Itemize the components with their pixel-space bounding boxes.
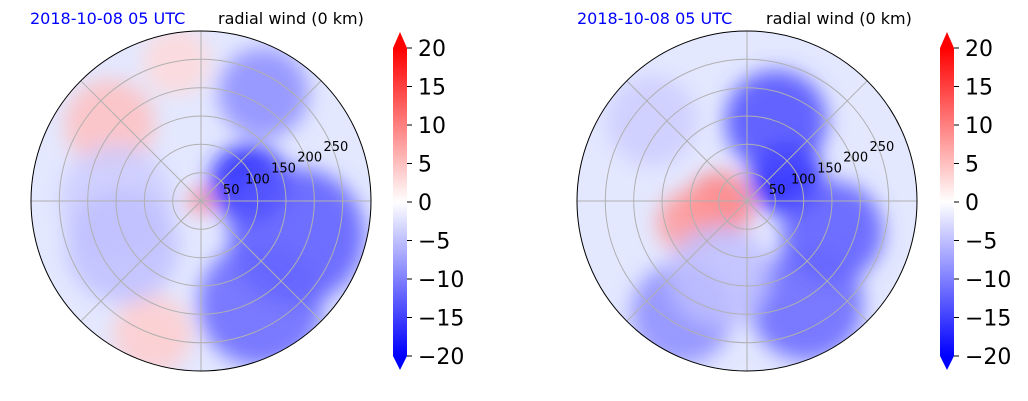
panel-1-radius-tick-200: 200 [297,151,322,166]
panel-2-radius-tick-200: 200 [843,151,868,166]
panel-2-colorbar-tick-label-2: 10 [965,114,993,139]
panel-2-date-label: 2018-10-08 05 UTC [577,9,732,28]
panel-1-spoke-45 [200,80,322,202]
panel-2-colorbar-tick-label-7: −15 [965,307,1011,332]
panel-1-colorbar-tick-label-6: −10 [418,268,464,293]
panel-2-field-region-6 [749,247,864,361]
panel-2-colorbar-tick-label-5: −5 [965,230,997,255]
panel-1-spoke-225 [80,200,202,322]
panel-1-colorbar-tick-label-3: 5 [418,153,432,178]
panel-1-colorbar: 20 15 10 5 0 −5 −10 −15 −20 [393,32,464,370]
panel-2-radius-tick-50: 50 [769,183,786,198]
panel-1-colorbar-bar [393,48,407,356]
panel-2-spoke-315 [746,200,868,322]
panel-1-field-region-10 [65,189,180,303]
panel-2-colorbar-extend-bottom [940,356,954,370]
panel-1-spoke-135 [80,80,202,202]
panel-1-field-region-5 [217,47,309,139]
panel-2-title: radial wind (0 km) [766,9,912,28]
panel-1-colorbar-extend-top [393,32,407,48]
panel-2-spoke-225 [626,200,748,322]
panel-1-radius-tick-150: 150 [271,162,296,177]
panel-2-polar-grid [577,31,917,371]
panel-1-radius-tick-250: 250 [323,140,348,155]
panel-2-radius-tick-100: 100 [791,172,816,187]
panel-2-colorbar-tick-label-6: −10 [965,268,1011,293]
panel-1-colorbar-tick-label-0: 20 [418,37,446,62]
panel-2-colorbar-extend-top [940,32,954,48]
panel-1-date-label: 2018-10-08 05 UTC [30,9,185,28]
panel-1-colorbar-tick-label-5: −5 [418,230,450,255]
panel-1-colorbar-tick-label-8: −20 [418,345,464,370]
panel-1-colorbar-tick-label-4: 0 [418,191,432,216]
panel-2-colorbar-tick-label-4: 0 [965,191,979,216]
panel-2-radius-tick-150: 150 [817,162,842,177]
panel-1-polar-outline [30,30,372,372]
panel-2-spoke-135 [626,80,748,202]
panel-1-colorbar-tick-label-2: 10 [418,114,446,139]
panel-2-colorbar-tick-label-8: −20 [965,345,1011,370]
panel-1-colorbar-ticks: 20 15 10 5 0 −5 −10 −15 −20 [407,37,464,370]
panel-2-field-region-7 [606,75,697,167]
panel-1-colorbar-tick-label-1: 15 [418,76,446,101]
panel-1-colorbar-extend-bottom [393,356,407,370]
panel-2-colorbar-tick-label-3: 5 [965,153,979,178]
panel-2-colorbar-tick-label-1: 15 [965,76,993,101]
panel-1-title: radial wind (0 km) [218,9,364,28]
panel-1-spoke-315 [200,200,322,322]
panel-2-spoke-45 [746,80,868,202]
panel-1-colorbar-tick-label-7: −15 [418,307,464,332]
panel-2-colorbar: 20 15 10 5 0 −5 −10 −15 −20 [940,32,1011,370]
panel-2-polar-outline [576,30,918,372]
panel-2: 2018-10-08 05 UTC radial wind (0 km) 501… [576,9,1011,372]
panel-1-radius-tick-100: 100 [245,172,270,187]
panel-1: 2018-10-08 05 UTC radial wind (0 km) 501… [30,9,464,372]
panel-2-colorbar-ticks: 20 15 10 5 0 −5 −10 −15 −20 [954,37,1011,370]
panel-2-radius-tick-250: 250 [869,140,894,155]
panel-1-radius-tick-50: 50 [223,183,240,198]
panel-2-colorbar-bar [940,48,954,356]
panel-2-colorbar-tick-label-0: 20 [965,37,993,62]
panel-1-field-region-4 [198,241,323,367]
panel-1-polar-grid [31,31,371,371]
